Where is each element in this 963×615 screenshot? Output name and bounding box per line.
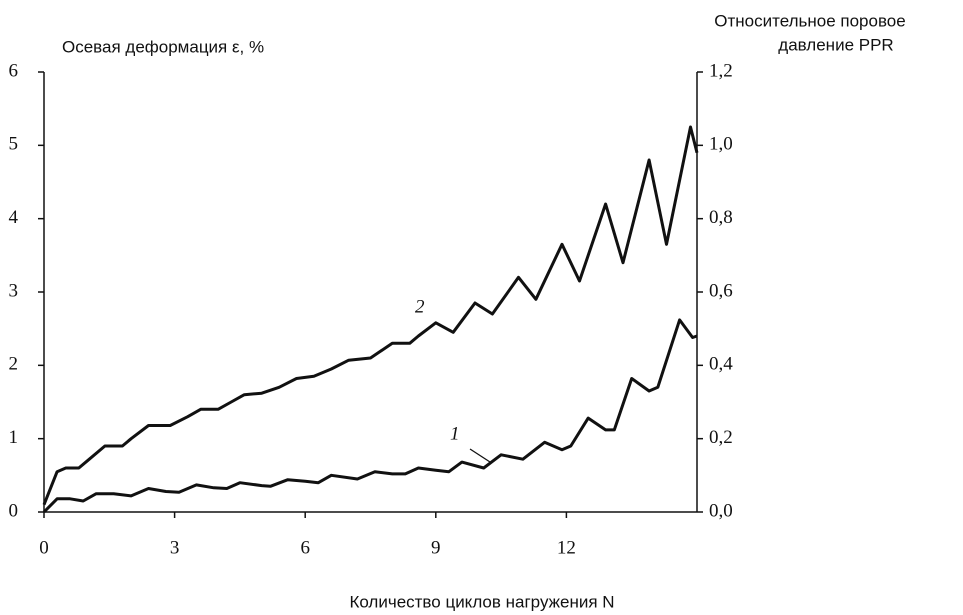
y-tick-label: 0 [9, 500, 19, 521]
x-axis-title: Количество циклов нагружения N [349, 592, 614, 611]
y-tick-label: 1 [9, 427, 19, 448]
y2-tick-label: 0,4 [709, 354, 733, 375]
label-leader [469, 448, 491, 463]
data-line [42, 318, 698, 514]
y-axis-title: Осевая деформация ε, % [62, 37, 264, 56]
y2-tick-label: 0,8 [709, 207, 733, 228]
x-tick-label: 6 [300, 537, 310, 558]
x-tick-label: 12 [557, 537, 576, 558]
y2-tick-label: 0,0 [709, 500, 733, 521]
x-tick-label: 3 [170, 537, 180, 558]
data-line [42, 125, 699, 506]
x-tick-label: 0 [39, 537, 49, 558]
y-tick-label: 3 [9, 280, 19, 301]
y-tick-label: 4 [9, 207, 19, 228]
y2-tick-label: 1,0 [709, 134, 733, 155]
y2-axis-title: давление PPR [778, 35, 893, 54]
x-tick-label: 9 [431, 537, 441, 558]
y2-tick-label: 0,2 [709, 427, 733, 448]
series-label: 1 [450, 423, 460, 444]
y-tick-label: 6 [9, 60, 19, 81]
y-tick-label: 5 [9, 134, 19, 155]
y2-tick-label: 0,6 [709, 280, 733, 301]
y2-axis-title: Относительное поровое [714, 11, 905, 30]
y2-tick-label: 1,2 [709, 60, 733, 81]
y-tick-label: 2 [9, 354, 19, 375]
series-label: 2 [415, 296, 425, 317]
